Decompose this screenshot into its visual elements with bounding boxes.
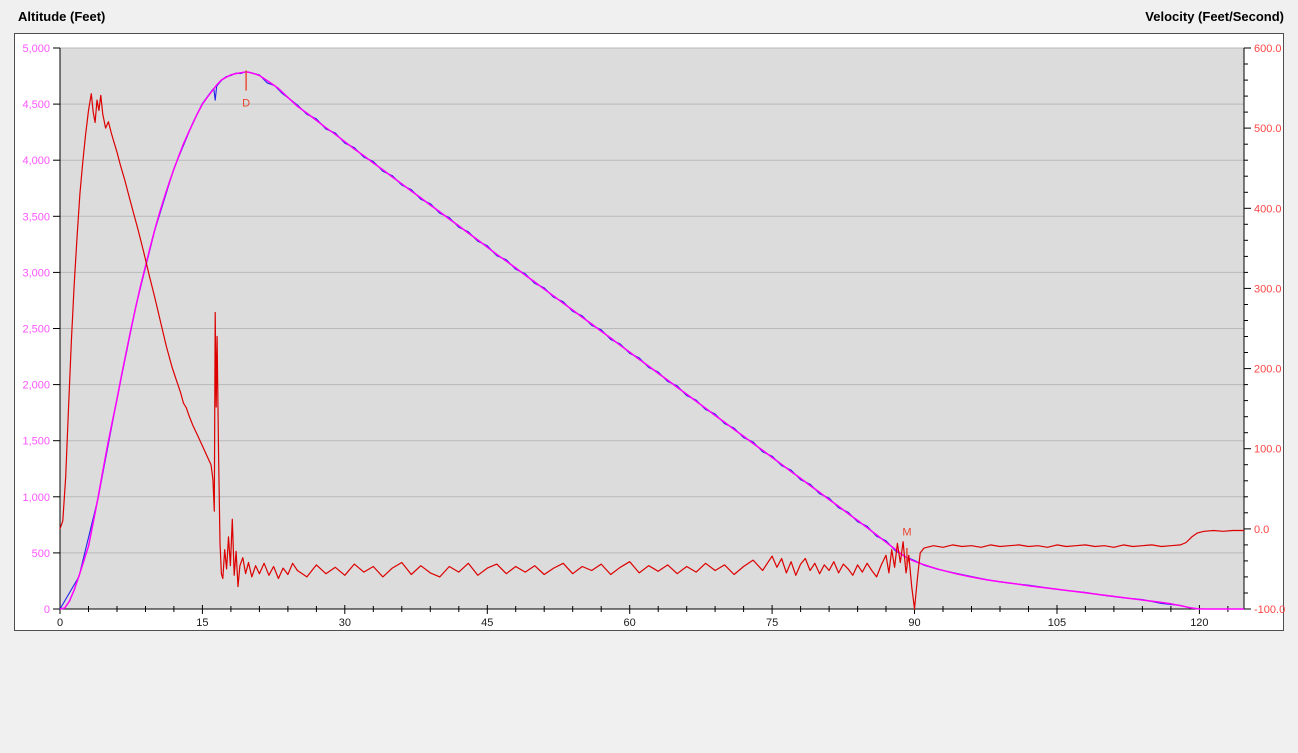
svg-text:-100.0: -100.0 [1254, 604, 1285, 616]
svg-text:45: 45 [481, 617, 493, 629]
svg-text:5,000: 5,000 [22, 43, 50, 55]
chart-plot-area[interactable]: 5,000 4,500 4,000 3,500 3,000 2,500 2,000 1,500… [15, 34, 1285, 632]
svg-text:4,500: 4,500 [22, 99, 50, 111]
svg-text:M: M [902, 527, 911, 539]
svg-text:0: 0 [44, 604, 50, 616]
svg-text:500.0: 500.0 [1254, 123, 1282, 135]
svg-text:500: 500 [32, 548, 50, 560]
svg-text:3,500: 3,500 [22, 211, 50, 223]
svg-text:120: 120 [1190, 617, 1208, 629]
velocity-axis-title: Velocity (Feet/Second) [1145, 9, 1284, 24]
svg-text:105: 105 [1048, 617, 1066, 629]
svg-text:90: 90 [908, 617, 920, 629]
svg-text:1,500: 1,500 [22, 436, 50, 448]
svg-text:30: 30 [339, 617, 351, 629]
svg-text:2,500: 2,500 [22, 324, 50, 336]
svg-text:D: D [242, 97, 250, 109]
svg-text:75: 75 [766, 617, 778, 629]
svg-text:2,000: 2,000 [22, 380, 50, 392]
svg-text:400.0: 400.0 [1254, 203, 1282, 215]
svg-text:4,000: 4,000 [22, 155, 50, 167]
svg-text:200.0: 200.0 [1254, 364, 1282, 376]
svg-text:15: 15 [196, 617, 208, 629]
svg-text:600.0: 600.0 [1254, 43, 1282, 55]
altitude-axis-title: Altitude (Feet) [18, 9, 106, 24]
svg-text:3,000: 3,000 [22, 267, 50, 279]
svg-text:1,000: 1,000 [22, 492, 50, 504]
svg-text:100.0: 100.0 [1254, 444, 1282, 456]
flight-data-chart[interactable]: 5,000 4,500 4,000 3,500 3,000 2,500 2,000 1,500… [14, 33, 1285, 632]
control-panel: Statistics: Apogee Alt:4787' AGLGround E… [0, 631, 1298, 753]
svg-text:60: 60 [624, 617, 636, 629]
svg-text:300.0: 300.0 [1254, 283, 1282, 295]
svg-text:0: 0 [57, 617, 63, 629]
svg-text:0.0: 0.0 [1254, 524, 1269, 536]
